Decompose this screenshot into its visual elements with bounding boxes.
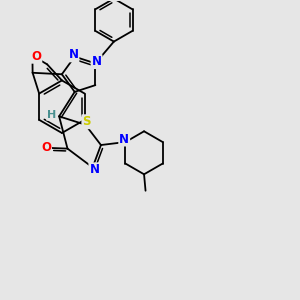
- Text: N: N: [119, 133, 129, 146]
- Text: N: N: [68, 48, 79, 62]
- Text: O: O: [41, 141, 51, 154]
- Text: S: S: [82, 115, 91, 128]
- Text: H: H: [47, 110, 56, 120]
- Text: N: N: [89, 163, 99, 176]
- Text: N: N: [92, 55, 102, 68]
- Text: O: O: [31, 50, 41, 63]
